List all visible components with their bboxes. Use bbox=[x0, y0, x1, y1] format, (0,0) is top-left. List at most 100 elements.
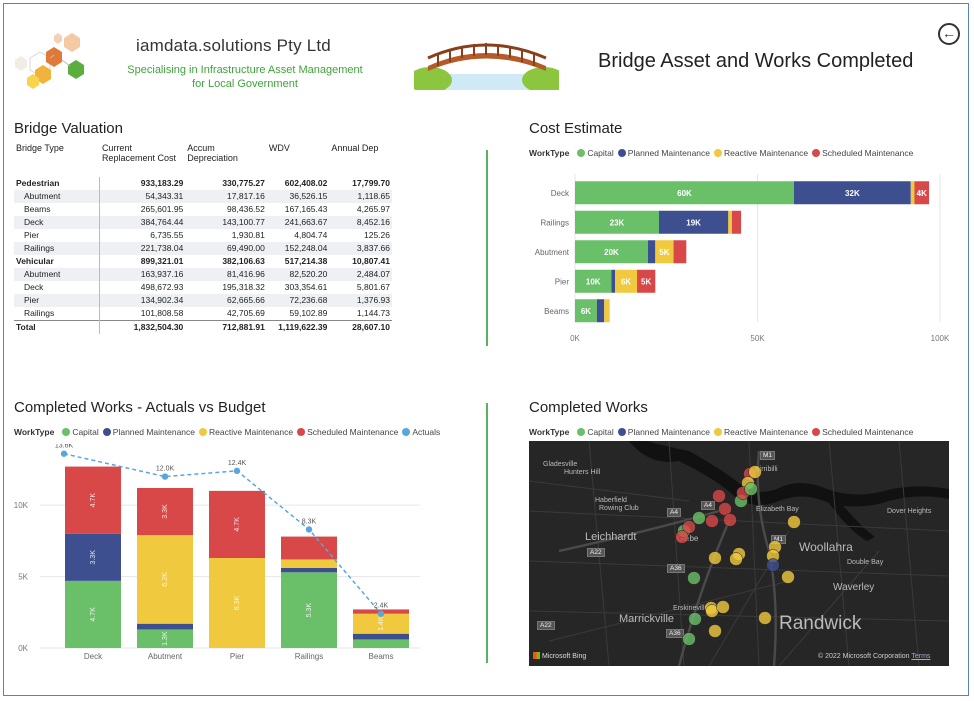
works-bar-pier-2[interactable] bbox=[209, 558, 265, 648]
map-marker[interactable] bbox=[748, 465, 762, 479]
cost-bar-beams-2[interactable] bbox=[604, 299, 610, 323]
back-arrow-icon[interactable]: ← bbox=[938, 23, 960, 45]
legend-swatch bbox=[714, 428, 723, 436]
cost-bar-abutment-3[interactable] bbox=[673, 240, 687, 264]
works-map[interactable]: GlebeLeichhardtWoollahraWaverleyRandwick… bbox=[529, 441, 949, 666]
valuation-cell-name: Pier bbox=[14, 229, 101, 242]
map-marker[interactable] bbox=[766, 558, 780, 572]
map-marker[interactable] bbox=[729, 552, 743, 566]
legend-item[interactable]: Planned Maintenance bbox=[627, 427, 711, 437]
actuals-point[interactable] bbox=[60, 450, 68, 457]
cost-data-label: 20K bbox=[604, 248, 619, 257]
cost-bar-railings-3[interactable] bbox=[731, 210, 742, 234]
legend-item[interactable]: Actuals bbox=[412, 427, 441, 437]
legend-item[interactable]: Scheduled Maintenance bbox=[822, 148, 914, 158]
works-bar-abutment-1[interactable] bbox=[137, 623, 193, 630]
actuals-point[interactable] bbox=[161, 473, 169, 480]
works-bar-pier-3[interactable] bbox=[209, 490, 265, 558]
legend-item[interactable]: Reactive Maintenance bbox=[724, 148, 809, 158]
legend-item[interactable]: Planned Maintenance bbox=[112, 427, 196, 437]
valuation-cell-wdv: 517,214.38 bbox=[284, 256, 328, 266]
works-category-label: Railings bbox=[295, 652, 323, 661]
cost-bar-abutment-1[interactable] bbox=[648, 240, 656, 264]
legend-item[interactable]: Capital bbox=[587, 148, 614, 158]
actuals-point[interactable] bbox=[305, 526, 313, 533]
cost-bar-deck-2[interactable] bbox=[910, 181, 915, 205]
valuation-cell-crc: 384,764.44 bbox=[99, 216, 186, 229]
legend-item[interactable]: Reactive Maintenance bbox=[724, 427, 809, 437]
legend-item[interactable]: Capital bbox=[72, 427, 99, 437]
map-marker[interactable] bbox=[708, 624, 722, 638]
cost-bar-railings-0[interactable] bbox=[575, 210, 659, 234]
map-marker[interactable] bbox=[692, 511, 706, 525]
map-marker[interactable] bbox=[723, 513, 737, 527]
map-marker[interactable] bbox=[705, 514, 719, 528]
microsoft-logo-icon bbox=[533, 652, 540, 659]
cost-bar-beams-0[interactable] bbox=[575, 299, 597, 323]
works-bar-deck-3[interactable] bbox=[65, 466, 121, 534]
col-crc: Current Replacement Cost bbox=[101, 143, 176, 163]
cost-bar-abutment-0[interactable] bbox=[575, 240, 648, 264]
report-title: Bridge Asset and Works Completed bbox=[598, 50, 914, 72]
terms-link[interactable]: Terms bbox=[911, 653, 931, 660]
map-marker[interactable] bbox=[675, 530, 689, 544]
cost-bar-deck-1[interactable] bbox=[794, 181, 911, 205]
works-y-tick: 10K bbox=[14, 501, 29, 510]
cost-bar-deck-3[interactable] bbox=[914, 181, 930, 205]
actuals-point[interactable] bbox=[377, 610, 385, 617]
works-bar-railings-0[interactable] bbox=[281, 572, 337, 648]
cost-bar-deck-0[interactable] bbox=[575, 181, 794, 205]
cost-bar-pier-0[interactable] bbox=[575, 269, 612, 293]
cost-bar-railings-2[interactable] bbox=[728, 210, 732, 234]
map-marker[interactable] bbox=[708, 551, 722, 565]
map-marker[interactable] bbox=[744, 482, 758, 496]
valuation-cell-name: Total bbox=[14, 320, 101, 334]
valuation-cell-dep: 8,452.16 bbox=[329, 216, 392, 229]
map-marker[interactable] bbox=[716, 600, 730, 614]
valuation-cell-name: Railings bbox=[14, 242, 101, 255]
cost-data-label: 6K bbox=[581, 307, 591, 316]
map-marker[interactable] bbox=[682, 520, 696, 534]
works-bar-beams-0[interactable] bbox=[353, 639, 409, 648]
works-bar-abutment-3[interactable] bbox=[137, 488, 193, 536]
cost-bar-pier-1[interactable] bbox=[611, 269, 616, 293]
legend-item[interactable]: Reactive Maintenance bbox=[209, 427, 294, 437]
valuation-cell-crc: 265,601.95 bbox=[140, 204, 184, 214]
works-bar-abutment-2[interactable] bbox=[137, 535, 193, 624]
map-marker[interactable] bbox=[687, 571, 701, 585]
works-bar-railings-1[interactable] bbox=[281, 568, 337, 573]
legend-item[interactable]: Scheduled Maintenance bbox=[822, 427, 914, 437]
cost-bar-railings-1[interactable] bbox=[658, 210, 729, 234]
cost-category-label: Beams bbox=[544, 307, 569, 316]
cost-bar-abutment-2[interactable] bbox=[655, 240, 674, 264]
valuation-cell-dep: 1,144.73 bbox=[356, 308, 390, 318]
map-marker[interactable] bbox=[688, 612, 702, 626]
works-bar-beams-1[interactable] bbox=[353, 633, 409, 640]
works-bar-railings-2[interactable] bbox=[281, 559, 337, 568]
works-bar-deck-1[interactable] bbox=[65, 533, 121, 581]
map-marker[interactable] bbox=[758, 611, 772, 625]
works-bar-beams-2[interactable] bbox=[353, 613, 409, 634]
cost-bar-beams-1[interactable] bbox=[596, 299, 605, 323]
bing-text: Microsoft Bing bbox=[541, 653, 587, 660]
valuation-cell-dep: 4,265.97 bbox=[356, 204, 390, 214]
cost-bar-pier-2[interactable] bbox=[615, 269, 638, 293]
legend-item[interactable]: Planned Maintenance bbox=[627, 148, 711, 158]
works-bar-deck-0[interactable] bbox=[65, 580, 121, 648]
map-marker[interactable] bbox=[682, 632, 696, 646]
legend-title: WorkType bbox=[529, 148, 570, 158]
map-marker[interactable] bbox=[781, 570, 795, 584]
works-bar-label: 6.2K bbox=[162, 572, 169, 587]
works-bar-abutment-0[interactable] bbox=[137, 629, 193, 648]
cost-bar-pier-3[interactable] bbox=[637, 269, 656, 293]
actuals-point[interactable] bbox=[233, 467, 241, 475]
valuation-cell-accum: 98,436.52 bbox=[227, 204, 265, 214]
valuation-cell-accum: 143,100.77 bbox=[185, 216, 267, 229]
cost-estimate-legend: WorkType Capital Planned Maintenance Reacti… bbox=[529, 148, 913, 158]
works-bar-railings-3[interactable] bbox=[281, 536, 337, 560]
map-marker[interactable] bbox=[787, 515, 801, 529]
map-marker[interactable] bbox=[712, 489, 726, 503]
valuation-cell-dep: 2,484.07 bbox=[329, 268, 392, 281]
legend-item[interactable]: Scheduled Maintenance bbox=[307, 427, 399, 437]
legend-item[interactable]: Capital bbox=[587, 427, 614, 437]
